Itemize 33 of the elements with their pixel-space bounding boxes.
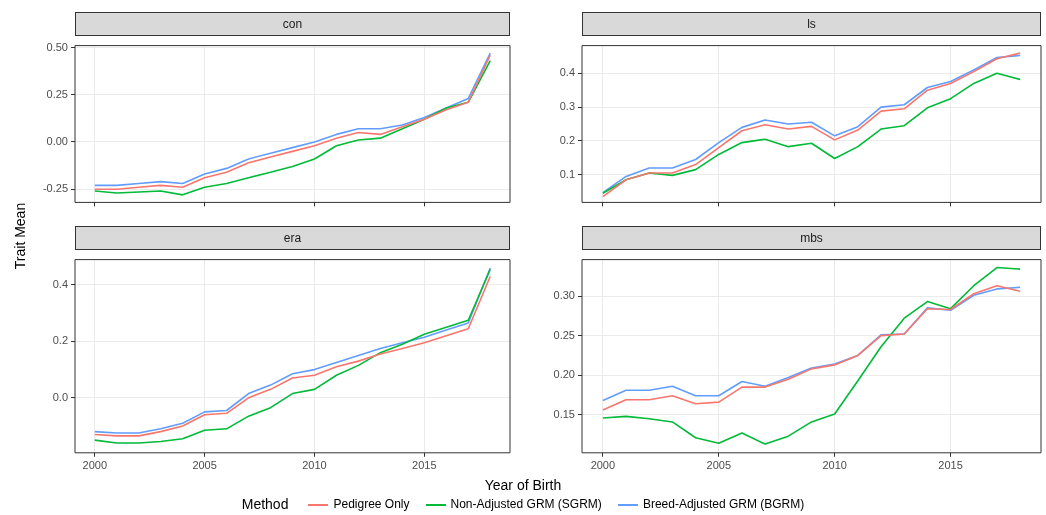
y-axis-title: Trait Mean <box>12 201 28 272</box>
y-tick-label: 0.15 <box>553 407 575 420</box>
y-tick-label: 0.2 <box>52 334 68 347</box>
x-tick-label: 2010 <box>302 459 327 472</box>
y-tick-label: 0.20 <box>553 368 575 381</box>
x-axis-title: Year of Birth <box>483 477 563 493</box>
y-tick-label: 0.00 <box>46 134 68 147</box>
legend-label: Non-Adjusted GRM (SGRM) <box>450 497 602 511</box>
y-tick-label: 0.3 <box>559 100 575 113</box>
y-tick-label: 0.1 <box>559 167 575 180</box>
y-tick-label: 0.25 <box>553 328 575 341</box>
x-tick-label: 2000 <box>82 459 108 472</box>
x-tick-label: 2005 <box>706 459 732 472</box>
y-tick-label: 0.2 <box>559 133 575 146</box>
chart-title: ls <box>582 12 1041 36</box>
chart-title: mbs <box>582 226 1041 250</box>
legend-title: Method <box>241 496 289 512</box>
x-tick-label: 2015 <box>938 459 963 472</box>
y-tick-label: -0.25 <box>42 182 68 195</box>
x-tick-label: 2000 <box>590 459 616 472</box>
y-tick-label: 0.4 <box>52 278 68 291</box>
x-tick-label: 2005 <box>192 459 217 472</box>
chart-title: era <box>75 226 510 250</box>
y-tick-label: 0.30 <box>553 289 575 302</box>
chart-title: con <box>75 12 510 36</box>
x-tick-label: 2015 <box>412 459 437 472</box>
y-tick-label: 0.4 <box>559 66 575 79</box>
x-tick-label: 2010 <box>822 459 847 472</box>
legend-label: Pedigree Only <box>333 497 410 511</box>
legend-label: Breed-Adjusted GRM (BGRM) <box>642 497 805 511</box>
y-tick-label: 0.50 <box>46 40 68 53</box>
y-tick-label: 0.25 <box>46 87 68 100</box>
y-tick-label: 0.0 <box>52 390 68 403</box>
